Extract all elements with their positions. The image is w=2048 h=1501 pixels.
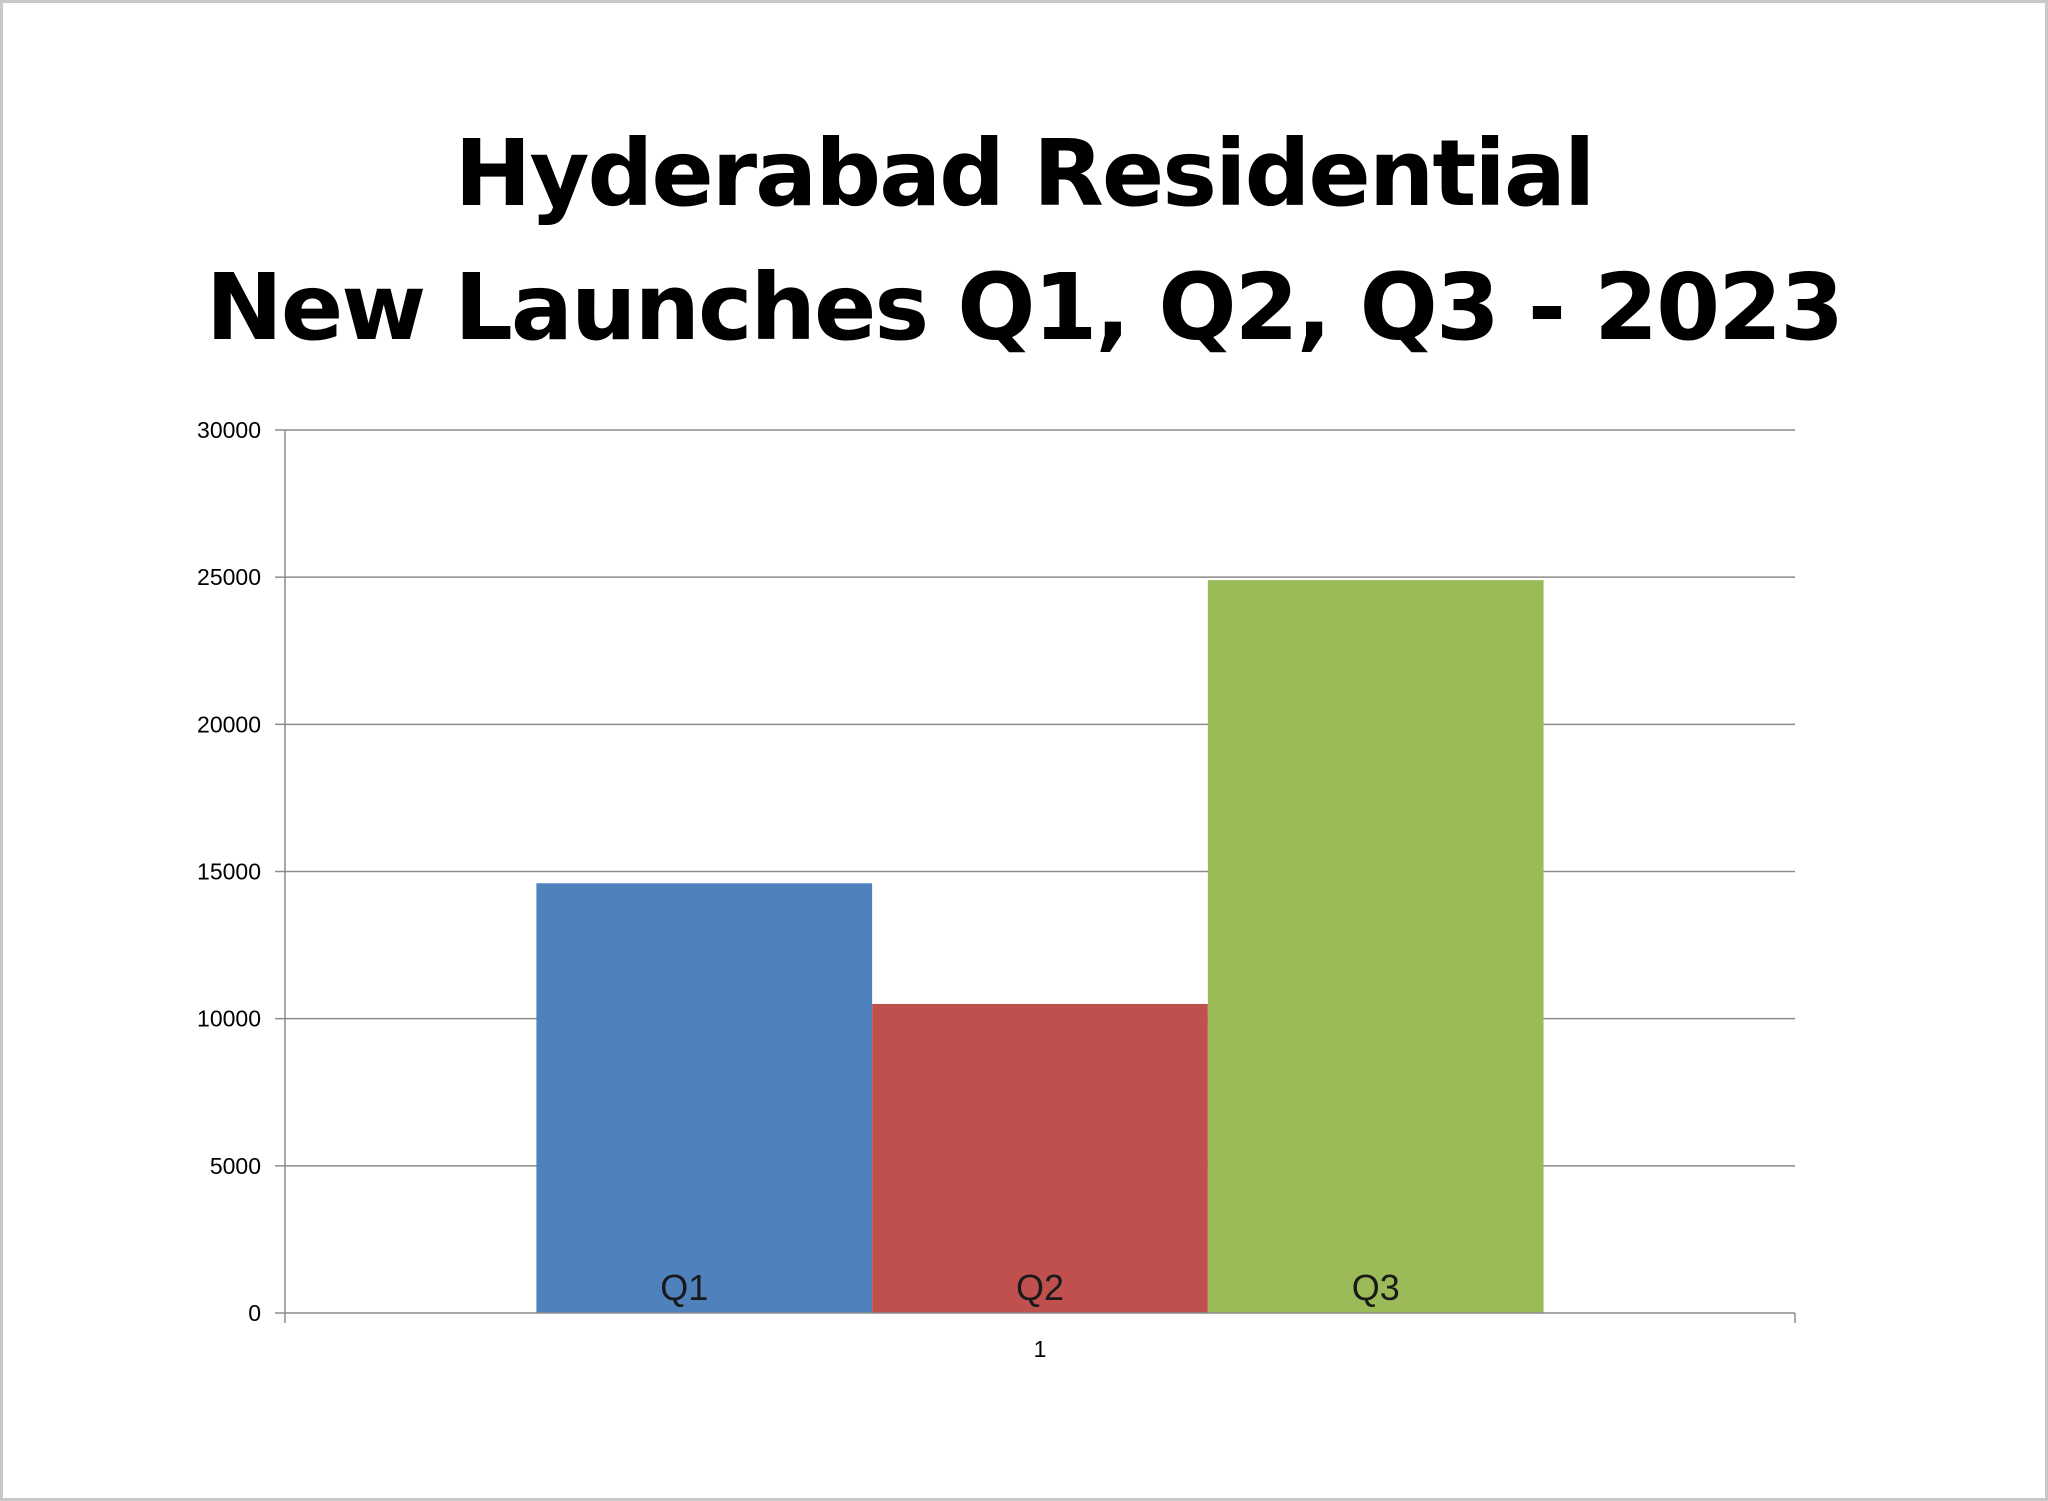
chart-title-line-1: Hyderabad Residential [454, 120, 1596, 227]
bar-label-q3: Q3 [1352, 1267, 1400, 1308]
bar-label-q1: Q1 [660, 1267, 708, 1308]
x-tick-labels: 1 [1034, 1336, 1047, 1362]
y-tick-label: 30000 [197, 417, 261, 443]
y-tick-label: 25000 [197, 564, 261, 590]
y-tick-label: 5000 [210, 1153, 261, 1179]
y-tick-label: 0 [248, 1300, 261, 1326]
y-tick-label: 10000 [197, 1006, 261, 1032]
bars: Q1 Q2 Q3 [536, 580, 1544, 1313]
y-tick-labels: 0 5000 10000 15000 20000 25000 30000 [197, 417, 261, 1326]
axes [275, 429, 1796, 1323]
bar-label-q2: Q2 [1016, 1267, 1064, 1308]
bar-q2 [872, 1003, 1208, 1313]
bar-q1 [536, 883, 873, 1313]
x-tick-label: 1 [1034, 1336, 1047, 1362]
bar-q3 [1207, 580, 1544, 1313]
y-tick-label: 15000 [197, 859, 261, 885]
chart-title-line-2: New Launches Q1, Q2, Q3 - 2023 [205, 254, 1844, 361]
y-tick-label: 20000 [197, 711, 261, 737]
